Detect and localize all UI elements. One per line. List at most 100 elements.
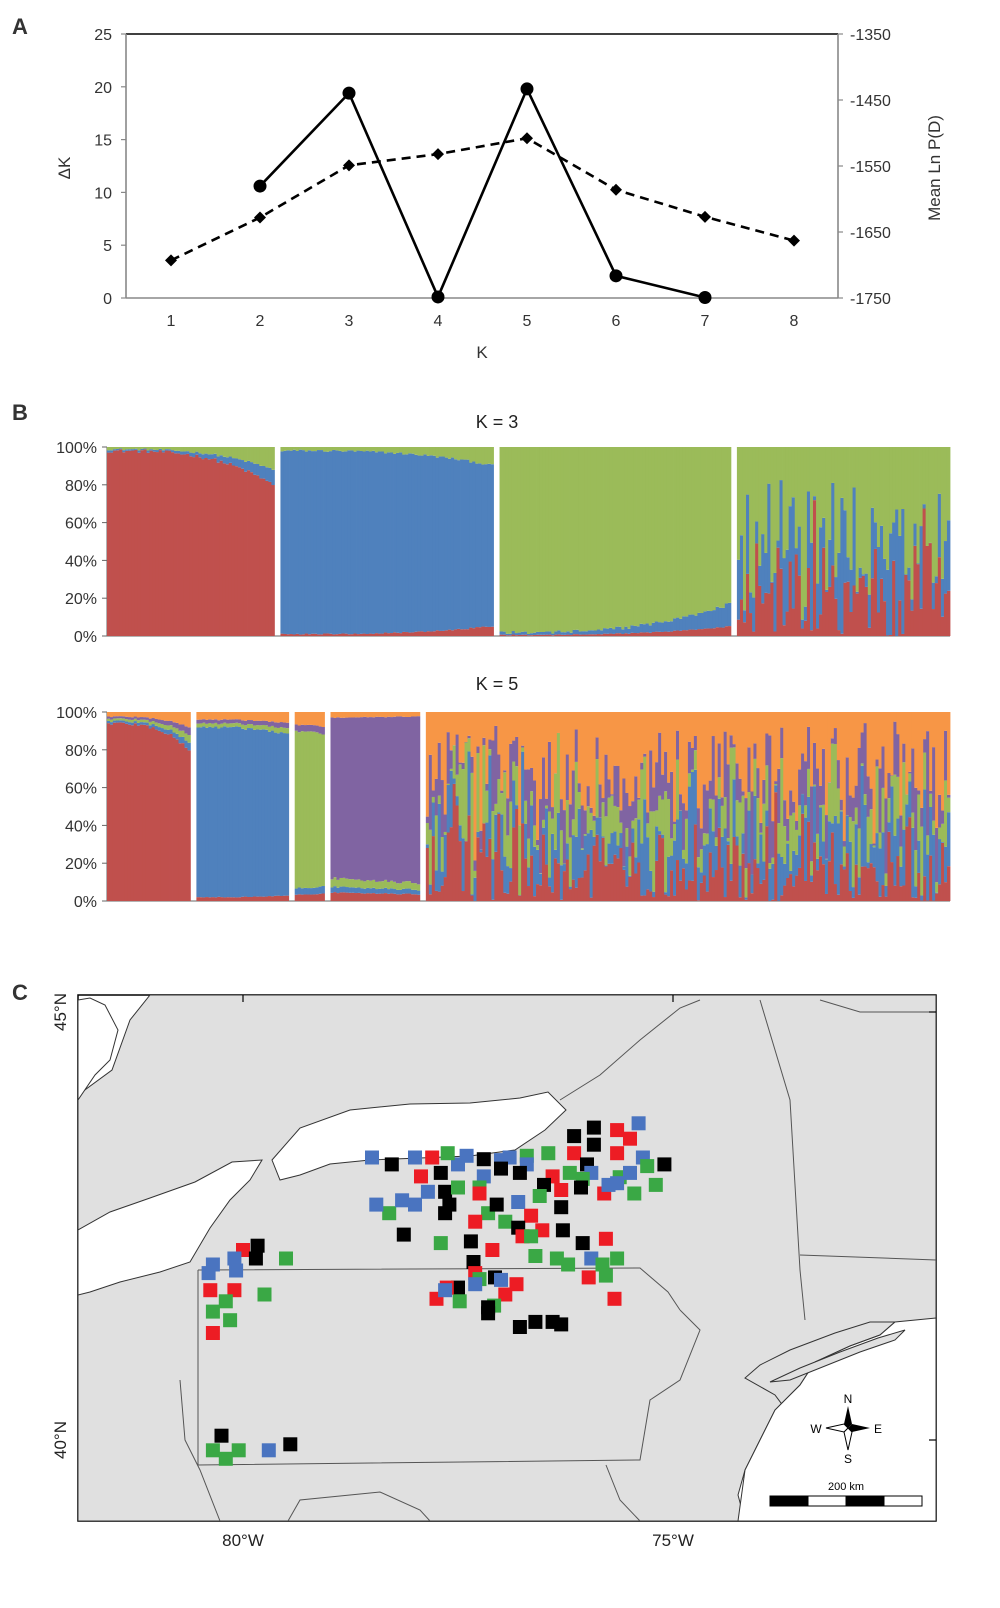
- ocean: [737, 1317, 936, 1521]
- ancestry-segment: [642, 447, 647, 625]
- ancestry-segment: [893, 835, 897, 886]
- ancestry-segment: [803, 606, 808, 621]
- ancestry-segment: [688, 447, 692, 615]
- ancestry-segment: [362, 633, 367, 636]
- ancestry-segment: [678, 810, 683, 881]
- ln-pd-point: [343, 159, 355, 172]
- ancestry-segment: [755, 543, 759, 636]
- ancestry-segment: [624, 626, 628, 634]
- sample-site-green: [640, 1159, 655, 1174]
- ancestry-segment: [393, 632, 397, 636]
- ancestry-segment: [771, 863, 775, 900]
- ancestry-segment: [303, 712, 308, 726]
- ancestry-segment: [533, 712, 537, 781]
- ancestry-segment: [262, 478, 266, 636]
- ancestry-segment: [371, 447, 376, 451]
- ancestry-segment: [830, 738, 835, 744]
- ancestry-segment: [279, 722, 284, 728]
- ancestry-segment: [726, 841, 731, 845]
- ancestry-segment: [255, 725, 260, 730]
- ancestry-segment: [764, 447, 768, 553]
- ancestry-segment: [795, 854, 799, 876]
- ancestry-segment: [336, 893, 340, 901]
- ancestry-segment: [333, 877, 337, 887]
- ancestry-segment: [676, 447, 680, 618]
- ancestry-segment: [271, 485, 275, 636]
- ancestry-segment: [714, 845, 719, 871]
- ancestry-segment: [825, 447, 829, 590]
- ancestry-segment: [181, 730, 185, 737]
- ancestry-segment: [354, 893, 358, 901]
- ancestry-segment: [166, 712, 170, 721]
- ancestry-segment: [375, 881, 379, 890]
- ancestry-segment: [222, 456, 227, 464]
- ancestry-segment: [280, 447, 284, 452]
- ancestry-segment: [341, 451, 345, 634]
- ancestry-segment: [536, 447, 540, 632]
- ancestry-segment: [687, 773, 692, 787]
- ancestry-segment: [491, 740, 495, 812]
- delta-k-point: [609, 269, 623, 283]
- k5-subtitle: K = 5: [476, 674, 519, 694]
- ancestry-segment: [521, 712, 525, 746]
- ancestry-segment: [211, 897, 215, 901]
- sample-site-green: [595, 1257, 610, 1272]
- ancestry-segment: [902, 743, 906, 763]
- ancestry-segment: [759, 832, 763, 835]
- ancestry-segment: [258, 712, 263, 721]
- y-tick-label: 40%: [65, 553, 97, 570]
- ancestry-segment: [780, 856, 784, 896]
- ancestry-segment: [426, 631, 430, 636]
- ancestry-segment: [911, 827, 915, 898]
- ancestry-segment: [298, 634, 303, 636]
- ancestry-segment: [304, 633, 309, 636]
- ancestry-segment: [795, 712, 799, 821]
- ancestry-segment: [598, 861, 602, 901]
- ancestry-segment: [607, 797, 611, 844]
- ancestry-segment: [112, 718, 117, 721]
- ancestry-segment: [463, 629, 467, 636]
- ancestry-segment: [118, 718, 123, 721]
- ancestry-segment: [365, 450, 370, 635]
- ancestry-segment: [199, 897, 203, 901]
- ancestry-segment: [118, 712, 123, 717]
- ancestry-segment: [151, 712, 156, 719]
- ancestry-segment: [240, 468, 245, 636]
- ancestry-segment: [228, 456, 233, 463]
- ancestry-segment: [476, 753, 480, 832]
- ancestry-segment: [690, 748, 695, 770]
- ancestry-segment: [431, 796, 436, 803]
- ancestry-segment: [453, 447, 458, 460]
- ancestry-segment: [670, 771, 674, 839]
- ancestry-segment: [170, 450, 175, 453]
- ancestry-segment: [687, 880, 692, 901]
- ancestry-segment: [609, 627, 613, 634]
- ancestry-segment: [413, 894, 418, 901]
- ancestry-segment: [276, 895, 281, 901]
- ancestry-segment: [581, 631, 586, 635]
- ancestry-segment: [916, 563, 920, 565]
- ancestry-segment: [350, 447, 354, 451]
- ancestry-segment: [107, 723, 111, 901]
- ancestry-segment: [867, 447, 872, 595]
- ancestry-segment: [247, 728, 251, 897]
- ancestry-segment: [646, 837, 650, 890]
- ancestry-segment: [914, 850, 918, 887]
- ancestry-segment: [705, 844, 710, 892]
- ancestry-segment: [320, 450, 324, 635]
- ancestry-segment: [244, 725, 248, 730]
- ancestry-segment: [744, 868, 748, 898]
- y2-tick-label: -1550: [850, 159, 891, 176]
- ancestry-segment: [627, 628, 631, 634]
- ancestry-segment: [401, 881, 406, 889]
- ancestry-segment: [646, 712, 650, 813]
- ancestry-segment: [640, 712, 644, 763]
- ancestry-segment: [211, 727, 215, 898]
- ancestry-segment: [875, 759, 879, 767]
- ancestry-segment: [509, 868, 513, 882]
- ancestry-segment: [282, 727, 287, 734]
- ancestry-segment: [851, 821, 856, 888]
- ancestry-segment: [208, 723, 212, 727]
- ancestry-segment: [703, 611, 707, 629]
- ancestry-segment: [646, 823, 650, 838]
